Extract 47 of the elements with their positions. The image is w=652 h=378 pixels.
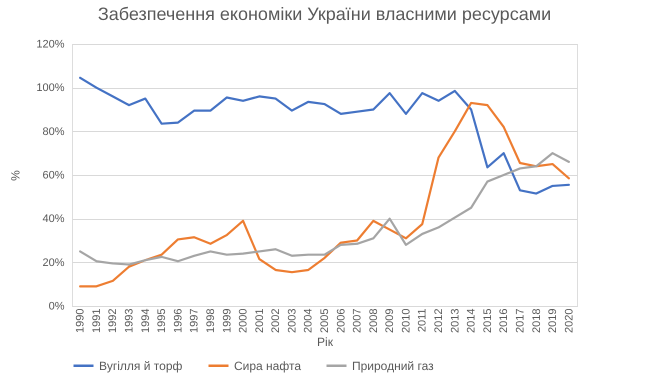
x-tick-label: 2020 <box>563 308 576 333</box>
chart-title: Забезпечення економіки України власними ресурсами <box>98 4 552 24</box>
x-tick-label: 2019 <box>547 308 560 333</box>
x-tick-label: 2007 <box>352 308 364 333</box>
y-tick-label: 100% <box>36 82 65 94</box>
x-tick-label: 2005 <box>319 308 331 333</box>
x-tick-label: 1998 <box>204 308 217 333</box>
y-tick-label: 40% <box>42 213 65 226</box>
legend-label: Сира нафта <box>234 358 302 373</box>
x-tick-label: 2013 <box>449 308 462 333</box>
x-tick-label: 2018 <box>530 308 543 333</box>
y-tick-label: 20% <box>42 256 65 269</box>
x-tick-label: 1996 <box>172 308 184 333</box>
x-tick-label: 2011 <box>416 308 429 332</box>
x-tick-label: 2009 <box>384 308 396 333</box>
x-tick-label: 2015 <box>482 308 494 333</box>
x-tick-label: 2004 <box>302 308 315 333</box>
x-tick-label: 2017 <box>514 308 526 333</box>
x-tick-label: 1995 <box>156 308 168 333</box>
x-tick-label: 2003 <box>286 308 298 333</box>
x-tick-label: 1990 <box>74 308 87 333</box>
line-series <box>79 152 570 266</box>
y-axis-title: % <box>8 170 22 181</box>
y-tick-label: 60% <box>42 170 65 182</box>
x-tick-label: 1999 <box>221 308 234 333</box>
x-axis-title: Рік <box>317 334 334 349</box>
line-series <box>79 76 570 195</box>
x-tick-label: 1994 <box>140 308 152 333</box>
x-tick-label: 1992 <box>107 308 120 333</box>
x-tick-label: 2008 <box>368 308 380 333</box>
x-tick-label: 2001 <box>254 308 266 333</box>
y-tick-label: 80% <box>42 126 65 138</box>
x-tick-label: 2002 <box>270 308 282 333</box>
y-tick-label: 120% <box>36 38 65 50</box>
line-series <box>79 102 570 288</box>
x-tick-label: 2012 <box>433 308 446 333</box>
legend-label: Природний газ <box>352 358 434 373</box>
x-tick-label: 2000 <box>238 308 250 333</box>
x-tick-label: 1997 <box>188 308 201 333</box>
x-tick-label: 2010 <box>400 308 412 333</box>
x-tick-label: 1991 <box>90 308 103 333</box>
y-tick-label: 0% <box>48 300 65 312</box>
x-tick-label: 2006 <box>335 308 348 333</box>
x-tick-label: 1993 <box>124 308 136 333</box>
x-tick-label: 2016 <box>498 308 510 333</box>
x-tick-label: 2014 <box>466 308 478 333</box>
legend-label: Вугілля й торф <box>99 358 182 373</box>
